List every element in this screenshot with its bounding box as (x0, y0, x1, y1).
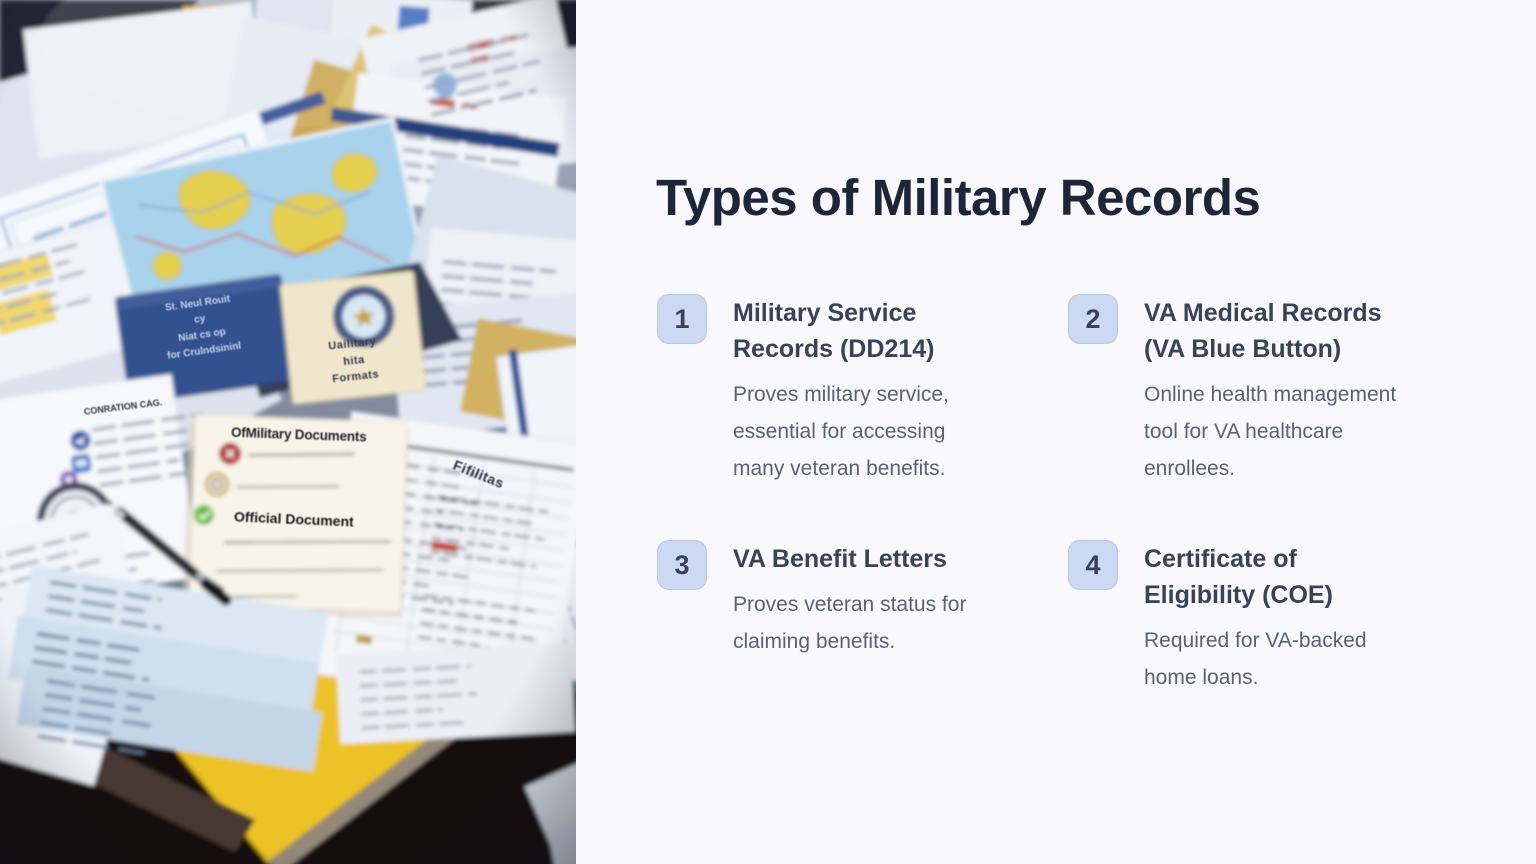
record-item-military-service: 1 Military Service Records (DD214) Prove… (657, 294, 1063, 487)
item-text: VA Medical Records (VA Blue Button) Onli… (1144, 294, 1474, 487)
item-number-badge: 1 (657, 294, 707, 344)
item-heading: Certificate of Eligibility (COE) (1144, 545, 1333, 609)
item-text: Military Service Records (DD214) Proves … (733, 294, 1063, 487)
item-number-badge: 3 (657, 540, 707, 590)
slide-title: Types of Military Records (656, 169, 1261, 226)
record-item-benefit-letters: 3 VA Benefit Letters Proves veteran stat… (657, 540, 1063, 660)
item-heading: VA Benefit Letters (733, 545, 947, 573)
desk-photo-illustration (0, 0, 576, 864)
item-text: Certificate of Eligibility (COE) Require… (1144, 540, 1474, 696)
item-heading: Military Service Records (DD214) (733, 299, 935, 363)
item-number-badge: 2 (1068, 294, 1118, 344)
item-number-badge: 4 (1068, 540, 1118, 590)
record-item-va-medical: 2 VA Medical Records (VA Blue Button) On… (1068, 294, 1474, 487)
item-description: Proves military service, essential for a… (733, 383, 949, 480)
item-text: VA Benefit Letters Proves veteran status… (733, 540, 1063, 660)
desk-photo: St. Neul Rouit cy Niat cs op for Crulnds… (0, 0, 576, 864)
item-description: Required for VA-backed home loans. (1144, 629, 1367, 689)
item-heading: VA Medical Records (VA Blue Button) (1144, 299, 1382, 363)
record-item-coe: 4 Certificate of Eligibility (COE) Requi… (1068, 540, 1474, 696)
item-description: Online health management tool for VA hea… (1144, 383, 1397, 480)
slide-content: Types of Military Records 1 Military Ser… (576, 0, 1536, 864)
item-description: Proves veteran status for claiming benef… (733, 593, 967, 653)
